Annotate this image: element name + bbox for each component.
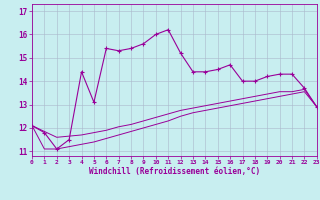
X-axis label: Windchill (Refroidissement éolien,°C): Windchill (Refroidissement éolien,°C): [89, 167, 260, 176]
